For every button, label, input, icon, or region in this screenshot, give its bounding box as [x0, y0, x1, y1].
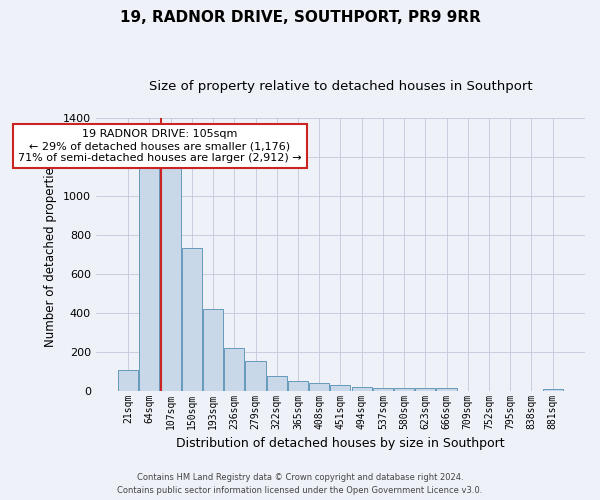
Bar: [394, 388, 414, 390]
Title: Size of property relative to detached houses in Southport: Size of property relative to detached ho…: [149, 80, 532, 93]
Bar: [309, 383, 329, 390]
Bar: [436, 388, 457, 390]
Bar: [139, 164, 160, 390]
Bar: [182, 248, 202, 390]
Text: 19 RADNOR DRIVE: 105sqm
← 29% of detached houses are smaller (1,176)
71% of semi: 19 RADNOR DRIVE: 105sqm ← 29% of detache…: [18, 130, 302, 162]
Bar: [161, 164, 181, 390]
Bar: [373, 388, 393, 390]
Y-axis label: Number of detached properties: Number of detached properties: [44, 161, 57, 347]
Bar: [245, 362, 266, 390]
Bar: [415, 388, 436, 390]
Bar: [224, 348, 244, 391]
X-axis label: Distribution of detached houses by size in Southport: Distribution of detached houses by size …: [176, 437, 505, 450]
Bar: [266, 376, 287, 390]
Text: 19, RADNOR DRIVE, SOUTHPORT, PR9 9RR: 19, RADNOR DRIVE, SOUTHPORT, PR9 9RR: [119, 10, 481, 25]
Text: Contains HM Land Registry data © Crown copyright and database right 2024.
Contai: Contains HM Land Registry data © Crown c…: [118, 474, 482, 495]
Bar: [542, 389, 563, 390]
Bar: [118, 370, 138, 390]
Bar: [288, 381, 308, 390]
Bar: [352, 387, 372, 390]
Bar: [331, 385, 350, 390]
Bar: [203, 309, 223, 390]
